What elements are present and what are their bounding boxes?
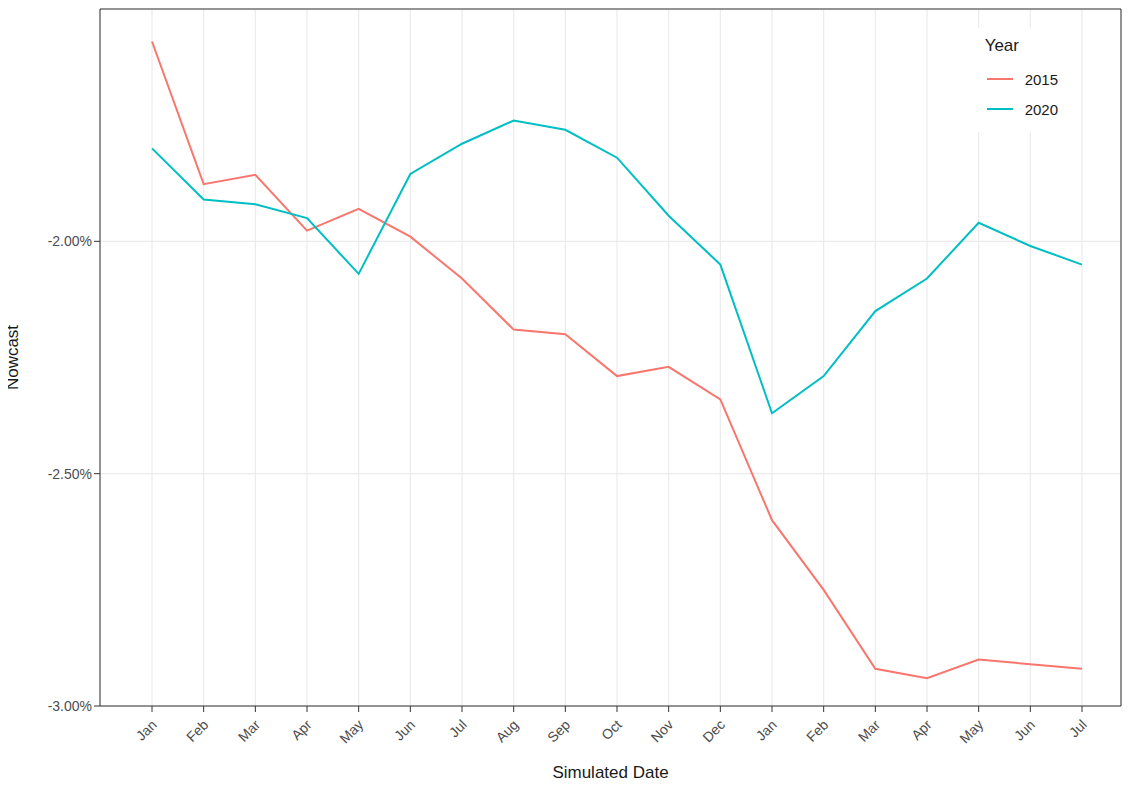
svg-text:Jul: Jul <box>446 716 470 740</box>
svg-text:Nowcast: Nowcast <box>8 325 22 390</box>
svg-text:Feb: Feb <box>803 716 832 745</box>
svg-text:Aug: Aug <box>493 716 522 745</box>
svg-text:Jun: Jun <box>391 716 418 743</box>
svg-text:Mar: Mar <box>855 716 884 745</box>
svg-text:May: May <box>336 716 366 746</box>
svg-text:Nov: Nov <box>648 716 677 745</box>
svg-text:Feb: Feb <box>183 716 212 745</box>
html-text:2020: 2020 <box>1024 100 1058 118</box>
svg-text:Mar: Mar <box>235 716 264 745</box>
html-text:2015: 2015 <box>1024 70 1058 88</box>
svg-text:Sep: Sep <box>544 716 573 745</box>
svg-text:Dec: Dec <box>699 716 728 745</box>
svg-text:Simulated Date: Simulated Date <box>552 763 668 778</box>
svg-text:-2.50%: -2.50% <box>48 466 92 482</box>
svg-text:Jan: Jan <box>132 716 159 743</box>
svg-text:Apr: Apr <box>288 716 315 743</box>
svg-text:Oct: Oct <box>598 716 625 743</box>
svg-text:Jun: Jun <box>1011 716 1038 743</box>
svg-text:Apr: Apr <box>908 716 935 743</box>
svg-text:May: May <box>956 716 986 746</box>
svg-text:-2.00%: -2.00% <box>48 233 92 249</box>
svg-text:Jan: Jan <box>752 716 779 743</box>
html-text:Year: Year <box>984 36 1019 55</box>
svg-text:Jul: Jul <box>1066 716 1090 740</box>
svg-text:-3.00%: -3.00% <box>48 698 92 714</box>
